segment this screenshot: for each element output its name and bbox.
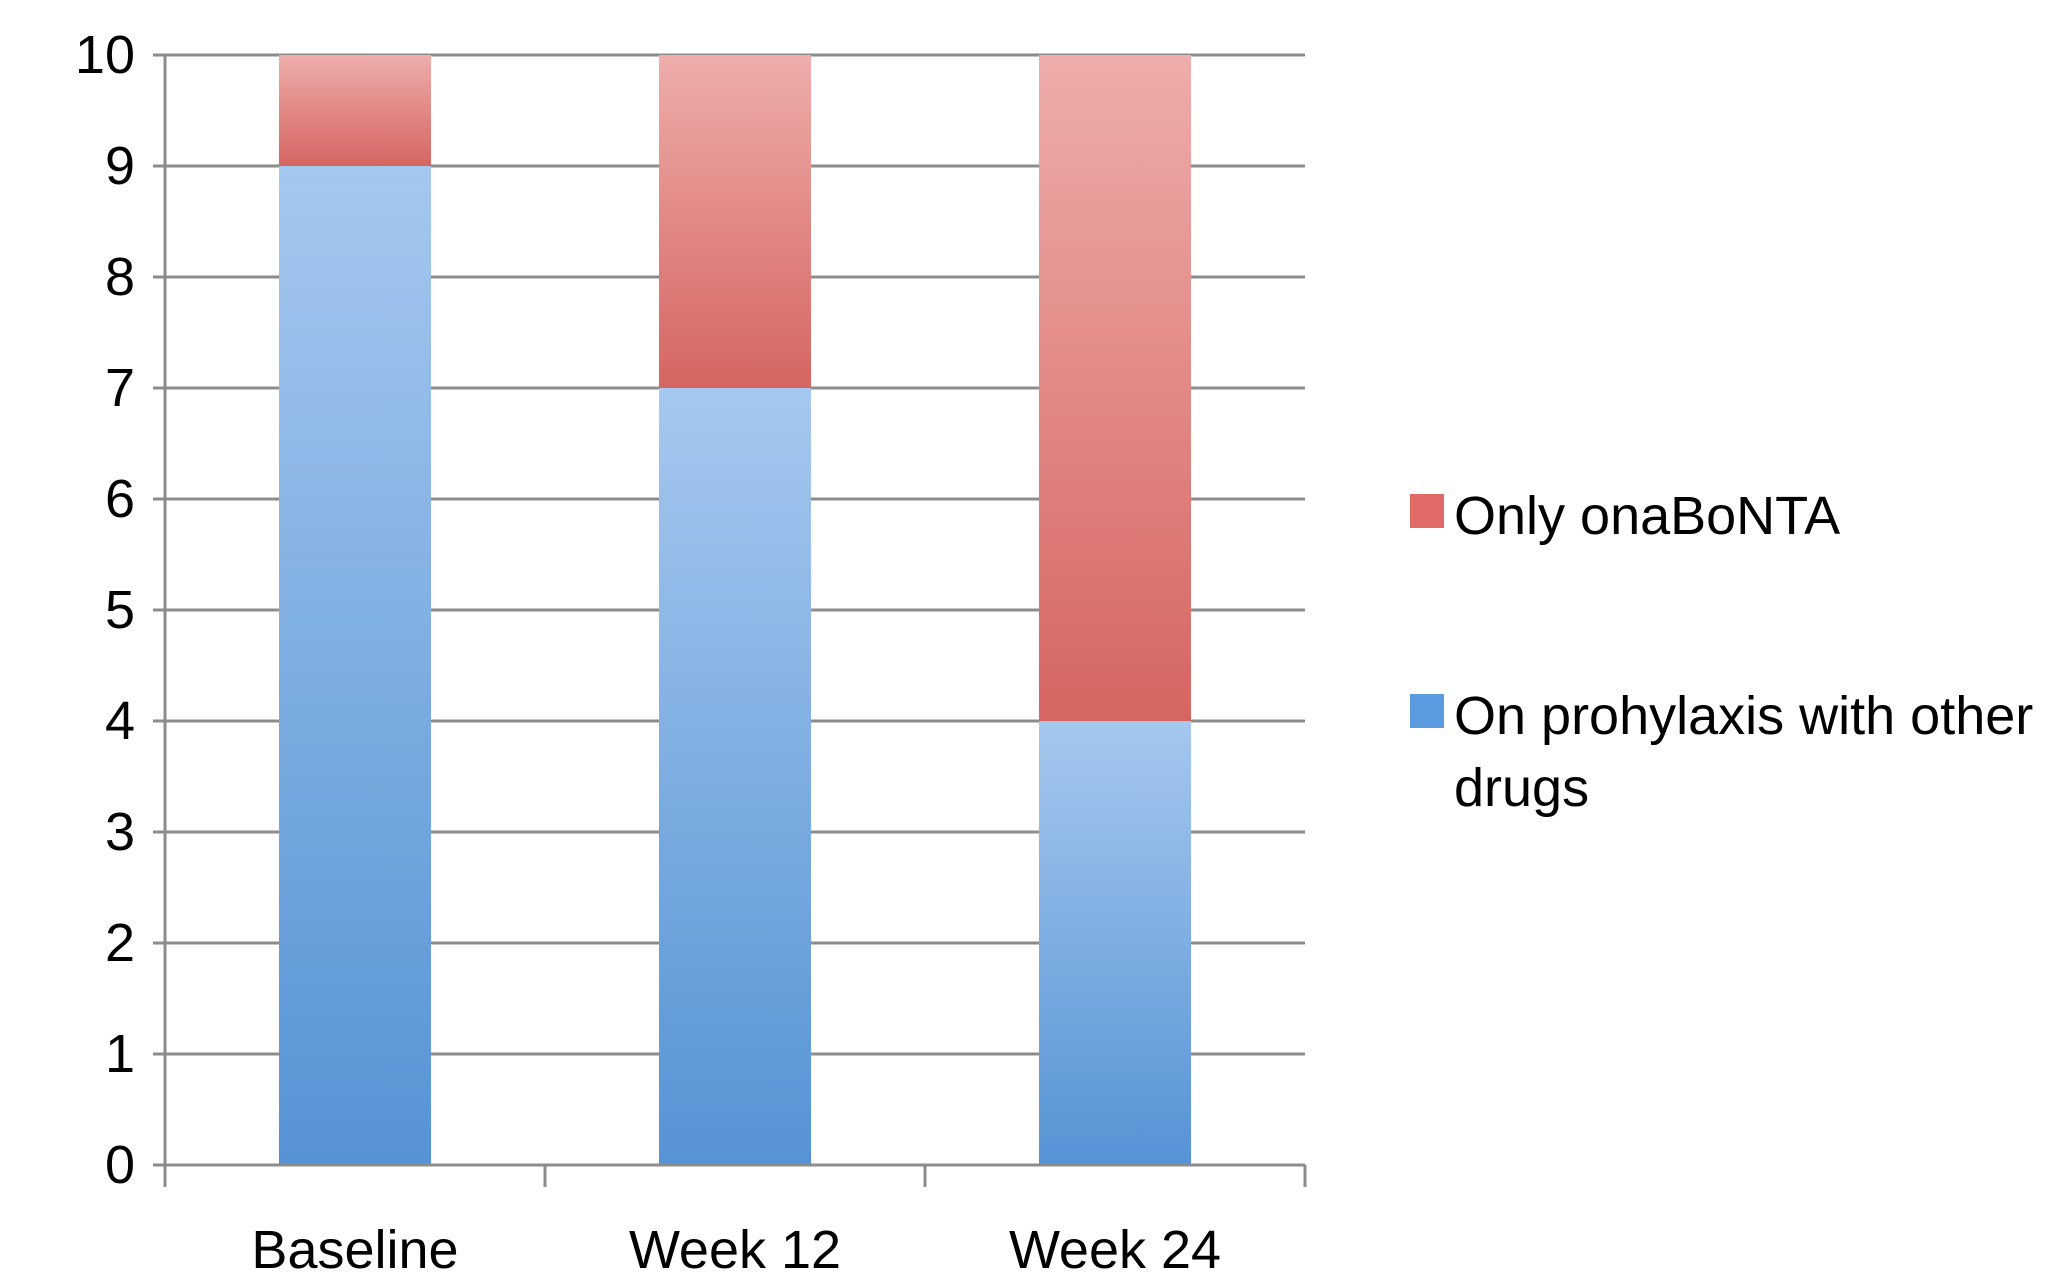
legend-label-only-onabonta: Only onaBoNTA xyxy=(1454,486,1841,546)
y-tick-label-1: 1 xyxy=(105,1024,135,1084)
x-tick-label-week-12: Week 12 xyxy=(629,1220,841,1272)
y-tick-label-0: 0 xyxy=(105,1135,135,1195)
bar-week-24-series-0 xyxy=(1039,721,1191,1165)
stacked-bar-chart: 0 1 2 3 4 5 6 7 8 9 10 Baseline Week 12 Week 24 xyxy=(75,25,1307,1272)
bar-week-24-series-1 xyxy=(1039,55,1191,721)
y-tick-label-7: 7 xyxy=(105,358,135,418)
y-tick-label-9: 9 xyxy=(105,136,135,196)
axes xyxy=(163,55,1307,1187)
legend: Only onaBoNTA On prohylaxis with other d… xyxy=(1410,480,2050,824)
bar-week-12-series-0 xyxy=(659,388,811,1165)
y-tick-label-4: 4 xyxy=(105,691,135,751)
legend-swatch-only-onabonta xyxy=(1410,494,1444,528)
y-tick-label-3: 3 xyxy=(105,802,135,862)
y-tick-label-2: 2 xyxy=(105,913,135,973)
bar-baseline-series-1 xyxy=(279,55,431,166)
y-tick-label-6: 6 xyxy=(105,469,135,529)
bars xyxy=(279,55,1191,1165)
x-tick-label-baseline: Baseline xyxy=(251,1220,458,1272)
y-tick-label-10: 10 xyxy=(75,25,135,85)
tick-labels: 0 1 2 3 4 5 6 7 8 9 10 Baseline Week 12 Week 24 xyxy=(75,25,1221,1272)
legend-item-only-onabonta: Only onaBoNTA xyxy=(1410,480,2050,552)
x-tick-label-week-24: Week 24 xyxy=(1009,1220,1221,1272)
legend-label-other-drugs: On prohylaxis with other drugs xyxy=(1454,686,2034,818)
y-tick-label-5: 5 xyxy=(105,580,135,640)
bar-baseline-series-0 xyxy=(279,166,431,1165)
y-tick-label-8: 8 xyxy=(105,247,135,307)
legend-item-other-drugs: On prohylaxis with other drugs xyxy=(1410,680,2050,824)
legend-swatch-other-drugs xyxy=(1410,694,1444,728)
bar-week-12-series-1 xyxy=(659,55,811,388)
